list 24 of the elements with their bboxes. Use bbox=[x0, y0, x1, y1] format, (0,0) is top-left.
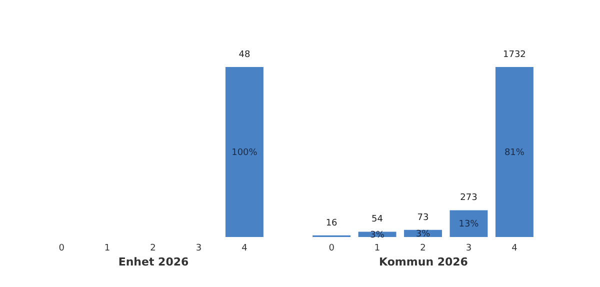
x-tick-label: 1 bbox=[104, 244, 110, 254]
data-label: 16 bbox=[326, 218, 338, 228]
data-label: 1732 bbox=[503, 50, 526, 60]
x-axis-title: Enhet 2026 bbox=[118, 256, 190, 268]
x-tick-label: 3 bbox=[196, 244, 202, 254]
x-tick-label: 4 bbox=[512, 244, 518, 254]
annotation: 3% bbox=[416, 229, 431, 240]
annotation: 81% bbox=[504, 148, 525, 158]
x-tick-label: 2 bbox=[150, 244, 156, 254]
x-tick-label: 0 bbox=[58, 244, 65, 254]
data-label: 48 bbox=[238, 50, 250, 60]
x-tick-label: 1 bbox=[374, 244, 380, 254]
bar bbox=[495, 67, 534, 237]
x-axis-title: Kommun 2026 bbox=[379, 256, 468, 268]
data-label: 73 bbox=[417, 212, 429, 223]
data-label: 273 bbox=[460, 193, 478, 204]
annotation: 100% bbox=[232, 148, 258, 158]
data-label: 54 bbox=[372, 214, 384, 225]
bar bbox=[450, 210, 488, 237]
x-tick-label: 0 bbox=[328, 244, 335, 254]
x-tick-label: 3 bbox=[466, 244, 472, 254]
annotation: 13% bbox=[458, 220, 480, 230]
x-tick-label: 4 bbox=[242, 244, 248, 254]
x-tick-label: 2 bbox=[420, 244, 426, 254]
